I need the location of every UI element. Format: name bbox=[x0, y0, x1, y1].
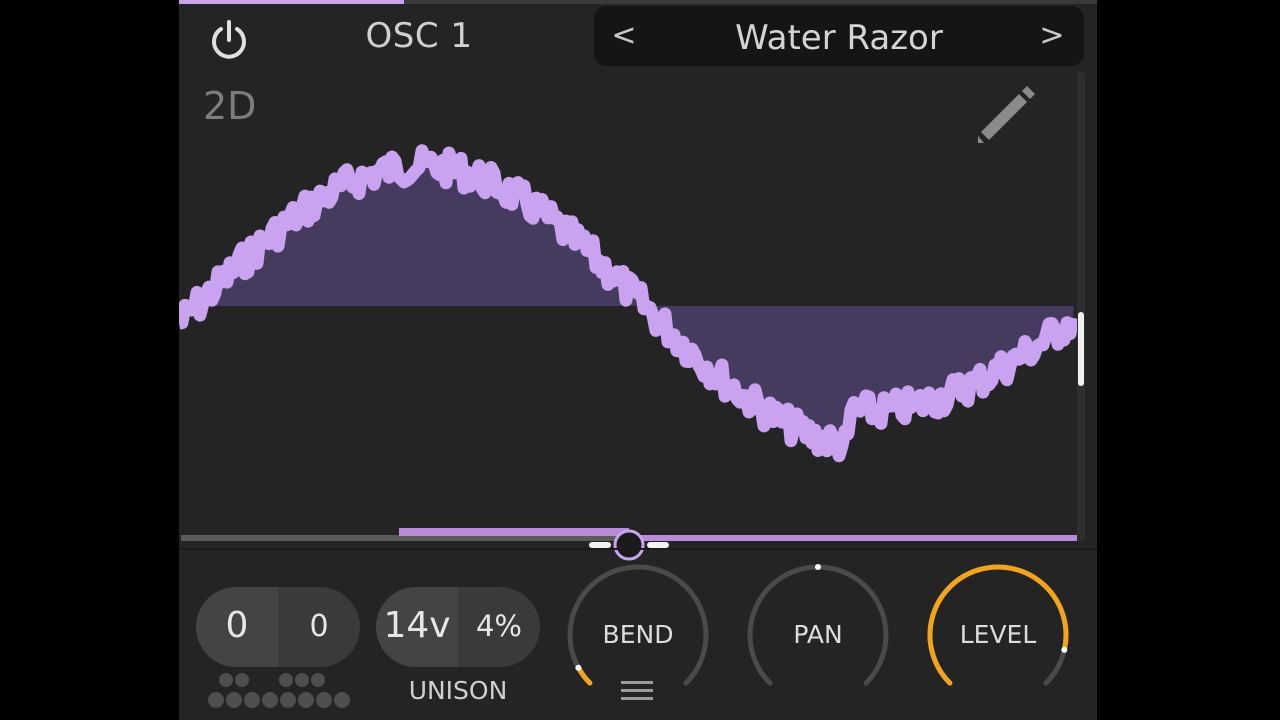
pencil-icon bbox=[978, 86, 1035, 143]
top-strip-active bbox=[179, 0, 404, 4]
preset-prev-button[interactable]: < bbox=[611, 18, 637, 53]
section-divider bbox=[179, 548, 1097, 550]
display-scrollbar-thumb[interactable] bbox=[1078, 312, 1084, 386]
slider-range-left bbox=[589, 542, 611, 548]
slider-handle[interactable] bbox=[613, 529, 645, 561]
edit-wavetable-button[interactable] bbox=[975, 86, 1035, 146]
top-strip bbox=[179, 0, 1097, 4]
slider-accent bbox=[629, 535, 1077, 541]
unison-detune-value[interactable]: 4% bbox=[475, 609, 522, 643]
power-button[interactable] bbox=[207, 18, 251, 62]
bend-knob-indicator bbox=[575, 664, 582, 671]
level-knob-value-arc bbox=[927, 564, 1069, 686]
pan-knob-indicator bbox=[815, 564, 821, 570]
octave-segment bbox=[196, 587, 278, 667]
unison-voices-segment bbox=[376, 587, 458, 667]
preset-name[interactable]: Water Razor bbox=[735, 18, 943, 58]
transpose-control: 0 0 bbox=[196, 587, 360, 667]
power-icon bbox=[212, 20, 246, 59]
bend-knob-track bbox=[567, 564, 709, 686]
level-knob-indicator bbox=[1061, 646, 1068, 653]
wavetable-position-slider[interactable] bbox=[179, 522, 1079, 562]
waveform-display[interactable] bbox=[179, 72, 1079, 542]
bend-label: BEND bbox=[602, 620, 674, 649]
pan-knob[interactable] bbox=[743, 560, 893, 710]
semitone-value[interactable]: 0 bbox=[309, 609, 329, 644]
level-label: LEVEL bbox=[959, 620, 1037, 649]
keyboard-dots-icon bbox=[208, 673, 350, 708]
octave-value[interactable]: 0 bbox=[225, 605, 249, 646]
display-scrollbar-track bbox=[1077, 72, 1085, 542]
pan-label: PAN bbox=[793, 620, 843, 649]
waveform-line bbox=[179, 144, 1079, 463]
level-knob[interactable] bbox=[923, 560, 1073, 710]
preset-selector[interactable]: < Water Razor > bbox=[594, 6, 1084, 66]
osc-title: OSC 1 bbox=[365, 16, 473, 56]
menu-icon[interactable] bbox=[621, 678, 653, 704]
unison-voices-value[interactable]: 14v bbox=[383, 605, 451, 646]
display-mode-label[interactable]: 2D bbox=[203, 84, 257, 128]
unison-label: UNISON bbox=[408, 676, 508, 705]
bend-knob[interactable] bbox=[563, 560, 713, 710]
oscillator-panel: OSC 1 < Water Razor > 2D 0 0 bbox=[179, 0, 1097, 720]
slider-range-right bbox=[647, 542, 669, 548]
unison-control: 14v 4% bbox=[376, 587, 540, 667]
slider-fill bbox=[399, 528, 629, 536]
preset-next-button[interactable]: > bbox=[1039, 18, 1065, 53]
